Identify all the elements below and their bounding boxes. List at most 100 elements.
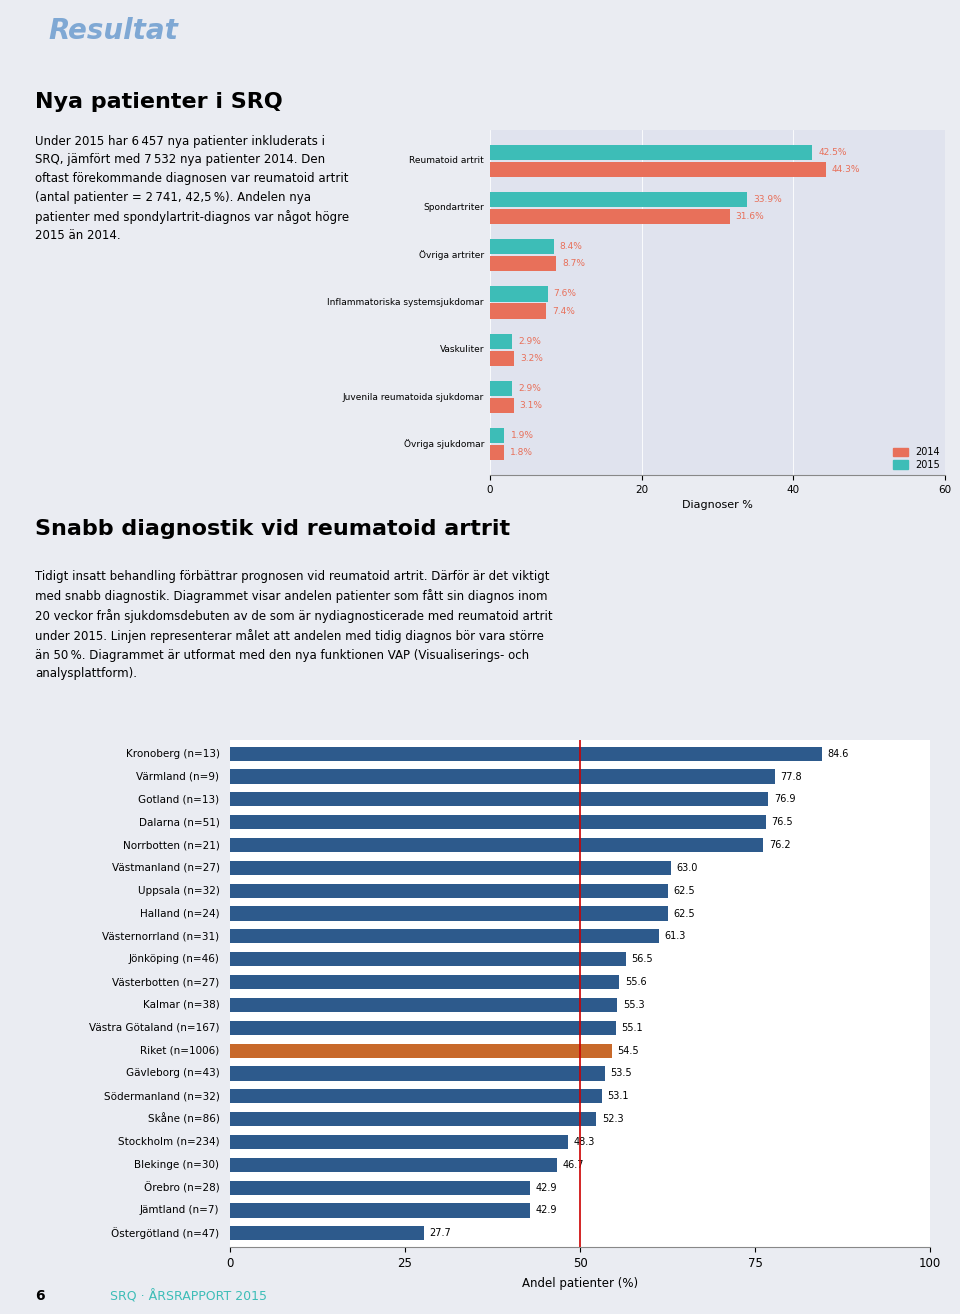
Text: 2.9%: 2.9% xyxy=(518,336,540,346)
Text: 53.1: 53.1 xyxy=(608,1091,629,1101)
Bar xyxy=(490,192,747,208)
Bar xyxy=(230,1043,612,1058)
Text: Södermanland (n=32): Södermanland (n=32) xyxy=(104,1091,220,1101)
Text: Spondartriter: Spondartriter xyxy=(423,204,484,213)
Text: 7.4%: 7.4% xyxy=(552,306,575,315)
Bar xyxy=(230,1089,602,1104)
Text: Jämtland (n=7): Jämtland (n=7) xyxy=(140,1205,220,1215)
Bar xyxy=(490,304,546,318)
Bar xyxy=(490,445,504,460)
Text: 6: 6 xyxy=(35,1289,44,1303)
Text: 56.5: 56.5 xyxy=(631,954,653,964)
Bar xyxy=(230,1067,605,1080)
Text: Blekinge (n=30): Blekinge (n=30) xyxy=(134,1160,220,1169)
Text: Västra Götaland (n=167): Västra Götaland (n=167) xyxy=(89,1022,220,1033)
Bar xyxy=(490,162,826,177)
Bar xyxy=(230,861,671,875)
Bar xyxy=(490,256,556,271)
Text: 55.3: 55.3 xyxy=(623,1000,644,1010)
Bar xyxy=(490,381,512,396)
Text: Nya patienter i SRQ: Nya patienter i SRQ xyxy=(35,92,283,113)
Text: Vaskuliter: Vaskuliter xyxy=(440,346,484,355)
Text: Östergötland (n=47): Östergötland (n=47) xyxy=(111,1227,220,1239)
Text: 76.5: 76.5 xyxy=(771,817,793,828)
Bar xyxy=(230,1112,596,1126)
Text: Gävleborg (n=43): Gävleborg (n=43) xyxy=(126,1068,220,1079)
Text: 1.9%: 1.9% xyxy=(511,431,534,440)
Text: 3.2%: 3.2% xyxy=(520,353,543,363)
Text: 61.3: 61.3 xyxy=(664,932,686,941)
Text: Kalmar (n=38): Kalmar (n=38) xyxy=(143,1000,220,1010)
Bar xyxy=(490,428,504,443)
Text: 77.8: 77.8 xyxy=(780,771,802,782)
Text: Gotland (n=13): Gotland (n=13) xyxy=(138,795,220,804)
Text: Dalarna (n=51): Dalarna (n=51) xyxy=(138,817,220,828)
Text: 76.2: 76.2 xyxy=(769,840,791,850)
Bar xyxy=(230,1204,530,1218)
Bar xyxy=(230,975,619,989)
Text: 55.6: 55.6 xyxy=(625,978,646,987)
Bar xyxy=(230,838,763,853)
Bar xyxy=(230,929,660,943)
Text: Reumatoid artrit: Reumatoid artrit xyxy=(409,156,484,166)
Text: Tidigt insatt behandling förbättrar prognosen vid reumatoid artrit. Därför är de: Tidigt insatt behandling förbättrar prog… xyxy=(35,570,553,681)
Text: Övriga artriter: Övriga artriter xyxy=(419,250,484,260)
Bar xyxy=(230,770,775,783)
Bar xyxy=(230,792,768,807)
Text: Jönköping (n=46): Jönköping (n=46) xyxy=(129,954,220,964)
Text: 44.3%: 44.3% xyxy=(832,164,860,173)
Bar xyxy=(230,883,667,897)
Bar xyxy=(490,334,512,348)
Text: Västernorrland (n=31): Västernorrland (n=31) xyxy=(103,932,220,941)
Text: 48.3: 48.3 xyxy=(574,1137,595,1147)
Text: 62.5: 62.5 xyxy=(673,886,695,896)
Text: 8.4%: 8.4% xyxy=(560,242,583,251)
Text: 62.5: 62.5 xyxy=(673,908,695,918)
Text: 42.5%: 42.5% xyxy=(818,147,847,156)
Bar xyxy=(230,997,617,1012)
Text: 2.9%: 2.9% xyxy=(518,384,540,393)
Text: Uppsala (n=32): Uppsala (n=32) xyxy=(137,886,220,896)
X-axis label: Andel patienter (%): Andel patienter (%) xyxy=(522,1277,638,1289)
Bar xyxy=(230,746,822,761)
Text: 42.9: 42.9 xyxy=(536,1183,558,1193)
Bar xyxy=(230,1021,615,1035)
Text: Örebro (n=28): Örebro (n=28) xyxy=(144,1181,220,1193)
Text: Kronoberg (n=13): Kronoberg (n=13) xyxy=(126,749,220,758)
Text: Riket (n=1006): Riket (n=1006) xyxy=(140,1046,220,1055)
Text: 46.7: 46.7 xyxy=(563,1160,584,1169)
Bar xyxy=(490,209,730,225)
Text: Inflammatoriska systemsjukdomar: Inflammatoriska systemsjukdomar xyxy=(327,298,484,307)
Text: Norrbotten (n=21): Norrbotten (n=21) xyxy=(123,840,220,850)
Text: 33.9%: 33.9% xyxy=(754,194,781,204)
Text: 55.1: 55.1 xyxy=(621,1022,643,1033)
Bar xyxy=(230,815,765,829)
Text: 42.9: 42.9 xyxy=(536,1205,558,1215)
Text: 52.3: 52.3 xyxy=(602,1114,623,1123)
Bar xyxy=(490,145,812,160)
Text: Värmland (n=9): Värmland (n=9) xyxy=(136,771,220,782)
Text: 3.1%: 3.1% xyxy=(519,401,542,410)
Bar xyxy=(490,351,515,365)
Text: 54.5: 54.5 xyxy=(617,1046,638,1055)
Text: Västerbotten (n=27): Västerbotten (n=27) xyxy=(112,978,220,987)
Text: Övriga sjukdomar: Övriga sjukdomar xyxy=(403,439,484,449)
Text: 31.6%: 31.6% xyxy=(735,212,764,221)
Text: Västmanland (n=27): Västmanland (n=27) xyxy=(111,863,220,872)
Text: Resultat: Resultat xyxy=(48,17,178,46)
Text: 27.7: 27.7 xyxy=(429,1229,451,1238)
Text: 7.6%: 7.6% xyxy=(554,289,577,298)
Text: Stockholm (n=234): Stockholm (n=234) xyxy=(118,1137,220,1147)
Bar xyxy=(230,1226,424,1240)
Text: Juvenila reumatoida sjukdomar: Juvenila reumatoida sjukdomar xyxy=(343,393,484,402)
Text: Skåne (n=86): Skåne (n=86) xyxy=(148,1113,220,1125)
Text: SRQ · ÅRSRAPPORT 2015: SRQ · ÅRSRAPPORT 2015 xyxy=(110,1290,267,1303)
Text: Under 2015 har 6 457 nya patienter inkluderats i
SRQ, jämfört med 7 532 nya pati: Under 2015 har 6 457 nya patienter inklu… xyxy=(35,135,349,242)
X-axis label: Diagnoser %: Diagnoser % xyxy=(682,501,753,510)
Text: 53.5: 53.5 xyxy=(611,1068,632,1079)
Bar xyxy=(490,398,514,413)
Legend: 2014, 2015: 2014, 2015 xyxy=(893,447,940,470)
Bar xyxy=(230,1158,557,1172)
Text: 8.7%: 8.7% xyxy=(562,259,585,268)
Text: Snabb diagnostik vid reumatoid artrit: Snabb diagnostik vid reumatoid artrit xyxy=(35,519,510,539)
